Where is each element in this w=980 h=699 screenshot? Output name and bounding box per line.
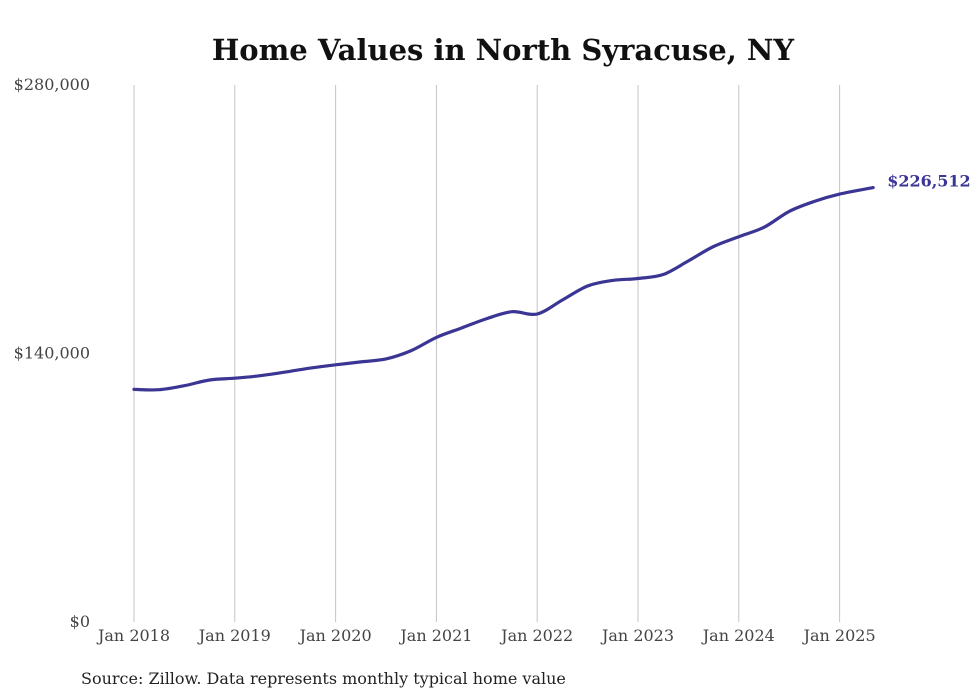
gridlines — [133, 85, 841, 622]
home-value-line — [132, 186, 875, 392]
x-tick-label: Jan 2024 — [701, 626, 775, 645]
x-tick-label: Jan 2020 — [298, 626, 372, 645]
y-tick-label: $280,000 — [14, 75, 90, 94]
chart-title: Home Values in North Syracuse, NY — [212, 33, 795, 67]
end-value-label: $226,512 — [887, 172, 971, 191]
y-tick-label: $0 — [70, 612, 90, 631]
source-note: Source: Zillow. Data represents monthly … — [81, 669, 566, 688]
x-tick-label: Jan 2025 — [802, 626, 876, 645]
x-tick-label: Jan 2023 — [600, 626, 674, 645]
axis-labels: Jan 2018 Jan 2019 Jan 2020 Jan 2021 Jan 2022… — [14, 75, 876, 645]
x-tick-label: Jan 2018 — [96, 626, 170, 645]
x-tick-label: Jan 2019 — [197, 626, 271, 645]
x-tick-label: Jan 2021 — [398, 626, 472, 645]
series-layer: $226,512 — [132, 172, 971, 392]
y-tick-label: $140,000 — [14, 344, 90, 363]
x-tick-label: Jan 2022 — [499, 626, 573, 645]
